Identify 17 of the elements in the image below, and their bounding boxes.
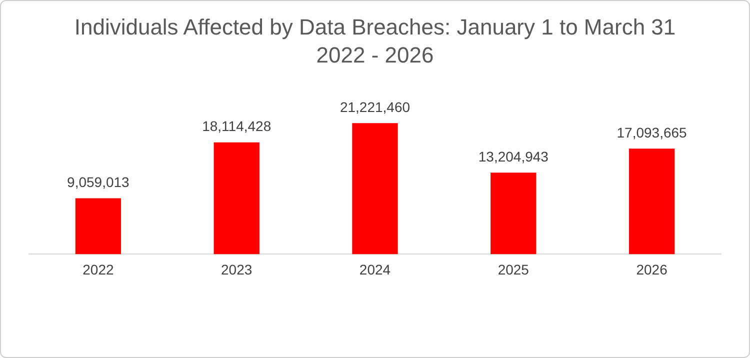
data-label: 17,093,665 <box>616 124 688 140</box>
bar <box>214 142 260 254</box>
data-label: 18,114,428 <box>202 118 272 134</box>
bar <box>75 198 122 254</box>
data-label: 9,059,013 <box>67 174 130 190</box>
bar <box>628 148 675 254</box>
x-tick-label: 2023 <box>221 261 252 278</box>
bar <box>490 172 536 254</box>
data-label: 21,221,460 <box>340 98 410 115</box>
x-tick-label: 2026 <box>636 261 668 278</box>
x-tick-label: 2022 <box>82 261 114 278</box>
x-tick-label: 2024 <box>359 261 391 278</box>
data-label: 13,204,943 <box>478 148 549 165</box>
bar <box>352 123 398 254</box>
chart-subtitle: 2022 - 2026 <box>316 42 434 68</box>
chart-title: Individuals Affected by Data Breaches: January 1 to March 31 <box>74 14 676 40</box>
x-tick-label: 2025 <box>498 261 530 278</box>
